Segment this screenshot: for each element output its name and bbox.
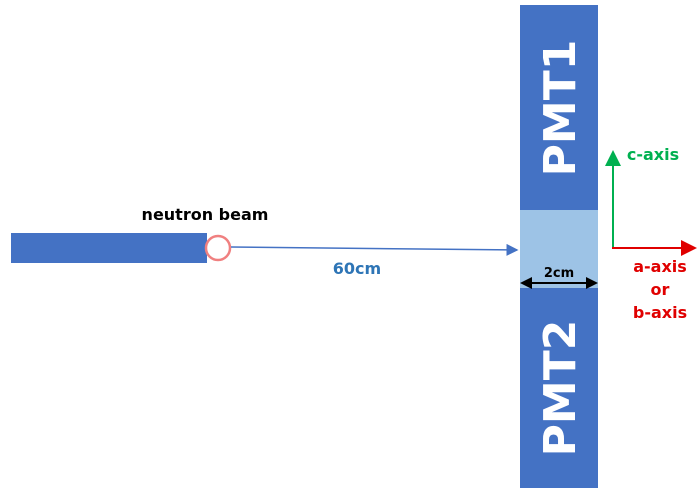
distance-arrow	[230, 243, 519, 256]
sample	[520, 210, 598, 288]
ab-axis-label: or	[651, 280, 670, 299]
pmt2-label: PMT2	[535, 320, 586, 457]
distance-label: 60cm	[333, 259, 381, 278]
c-axis-label: c-axis	[627, 145, 679, 164]
width-label: 2cm	[544, 266, 574, 281]
pmt1-label: PMT1	[535, 40, 586, 177]
ab-axis-label: a-axis	[633, 257, 687, 276]
beam-source	[204, 234, 232, 262]
pmt2	[520, 288, 598, 488]
ab-axis-label: b-axis	[633, 303, 687, 322]
beam-pipe	[11, 233, 207, 263]
beam-label: neutron beam	[142, 205, 269, 224]
pmt1	[520, 5, 598, 210]
